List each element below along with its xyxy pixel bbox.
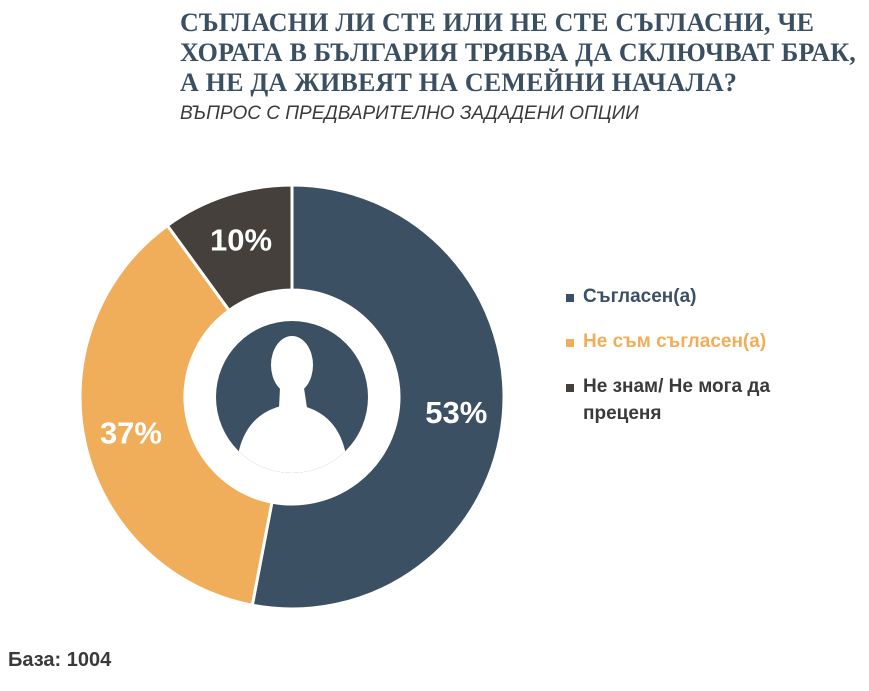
person-silhouette-icon (216, 321, 368, 473)
donut-slice-3 (165, 183, 294, 313)
chart-title: СЪГЛАСНИ ЛИ СТЕ ИЛИ НЕ СТЕ СЪГЛАСНИ, ЧЕ … (180, 8, 856, 97)
slice-value-label: 10% (210, 223, 272, 258)
legend-label: Не съм съгласен(а) (583, 331, 767, 352)
slice-value-label: 37% (100, 415, 162, 450)
base-note: База: 1004 (8, 649, 112, 671)
legend-label: Съгласен(а) (583, 286, 697, 307)
legend-item-3: Не знам/ Не мога да преценя (566, 373, 783, 427)
donut-slice-2 (78, 223, 274, 608)
donut-slice-1 (250, 183, 506, 611)
chart-subtitle: ВЪПРОС С ПРЕДВАРИТЕЛНО ЗАДАДЕНИ ОПЦИИ (180, 103, 639, 124)
slice-labels: 53% 37% 10% (100, 223, 487, 451)
donut-slices (78, 183, 506, 611)
legend-marker-icon (566, 384, 574, 392)
slice-value-label: 53% (425, 395, 487, 430)
legend-marker-icon (566, 339, 574, 347)
legend-item-2: Не съм съгласен(а) (566, 328, 783, 355)
legend-item-1: Съгласен(а) (566, 283, 783, 310)
chart-legend: Съгласен(а) Не съм съгласен(а) Не знам/ Не… (566, 283, 783, 427)
legend-label: Не знам/ Не мога да преценя (583, 376, 771, 424)
legend-marker-icon (566, 294, 574, 302)
